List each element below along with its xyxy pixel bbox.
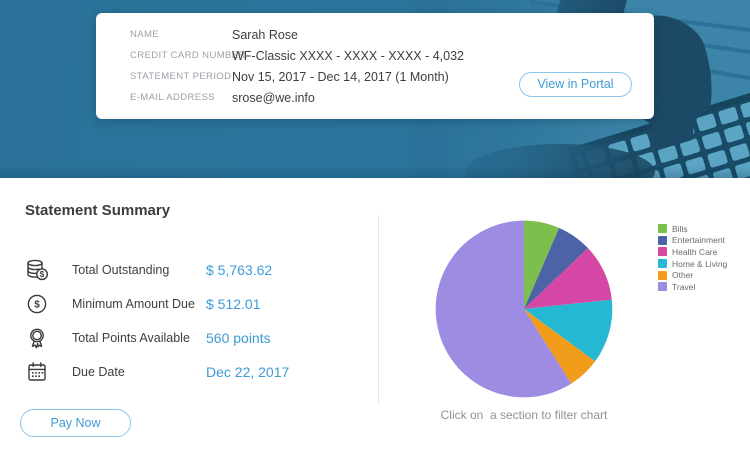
pie-slice-entertainment[interactable] xyxy=(524,227,589,309)
pay-now-button[interactable]: Pay Now xyxy=(20,409,131,437)
legend-item-travel[interactable]: Travel xyxy=(658,281,727,293)
legend-swatch xyxy=(658,270,667,280)
pie-chart[interactable] xyxy=(432,217,616,401)
legend-swatch xyxy=(658,247,667,257)
name-value: Sarah Rose xyxy=(232,27,299,42)
svg-text:$: $ xyxy=(40,270,45,279)
minimum-due-value: $ 512.01 xyxy=(206,296,261,312)
legend-label: Other xyxy=(672,270,694,281)
pie-slice-health-care[interactable] xyxy=(524,248,612,309)
statement-summary-section: Statement Summary $ Total Outstanding $ … xyxy=(0,178,378,463)
legend-swatch xyxy=(658,259,667,269)
points-available-row: Total Points Available 560 points xyxy=(0,321,378,355)
header-banner: NAME Sarah Rose CREDIT CARD NUMBER WF-Cl… xyxy=(0,0,750,178)
chart-hint-text: Click on a section to filter chart xyxy=(440,408,608,422)
card-number-value: WF-Classic XXXX - XXXX - XXXX - 4,032 xyxy=(232,48,465,63)
account-info-card: NAME Sarah Rose CREDIT CARD NUMBER WF-Cl… xyxy=(96,13,654,119)
legend-item-health-care[interactable]: Health Care xyxy=(658,246,727,258)
legend-swatch xyxy=(658,235,667,245)
medal-icon xyxy=(25,326,72,350)
legend-label: Home & Living xyxy=(672,258,728,269)
coins-icon: $ xyxy=(25,258,72,282)
statement-period-value: Nov 15, 2017 - Dec 14, 2017 (1 Month) xyxy=(232,69,449,84)
name-label: NAME xyxy=(130,29,160,40)
row-label: Total Outstanding xyxy=(72,263,170,277)
email-label: E-MAIL ADDRESS xyxy=(130,92,215,103)
legend-item-entertainment[interactable]: Entertainment xyxy=(658,235,727,247)
due-date-row: Due Date Dec 22, 2017 xyxy=(0,355,378,389)
summary-rows: $ Total Outstanding $ 5,763.62 $ Minimum… xyxy=(0,253,378,389)
row-label: Due Date xyxy=(72,365,125,379)
legend-label: Travel xyxy=(672,281,696,292)
row-label: Total Points Available xyxy=(72,331,190,345)
email-value: srose@we.info xyxy=(232,90,315,105)
legend-label: Health Care xyxy=(672,246,718,257)
pie-slice-bills[interactable] xyxy=(524,220,560,309)
card-number-label: CREDIT CARD NUMBER xyxy=(130,50,246,61)
pie-slice-home-living[interactable] xyxy=(524,299,613,362)
legend-swatch xyxy=(658,282,667,292)
statement-period-label: STATEMENT PERIOD xyxy=(130,71,232,82)
legend-swatch xyxy=(658,224,667,234)
view-in-portal-button[interactable]: View in Portal xyxy=(519,72,632,97)
total-outstanding-row: $ Total Outstanding $ 5,763.62 xyxy=(0,253,378,287)
pie-slice-travel[interactable] xyxy=(435,220,572,398)
total-outstanding-value: $ 5,763.62 xyxy=(206,262,273,278)
dollar-circle-icon: $ xyxy=(25,292,72,316)
points-available-value: 560 points xyxy=(206,330,271,346)
pie-slice-other[interactable] xyxy=(524,309,596,384)
legend-item-bills[interactable]: Bills xyxy=(658,223,727,235)
calendar-icon xyxy=(25,360,72,384)
account-fields: NAME Sarah Rose CREDIT CARD NUMBER WF-Cl… xyxy=(130,24,654,108)
legend-label: Entertainment xyxy=(672,235,725,246)
spend-chart-section: Bills Entertainment Health Care Home & L… xyxy=(378,178,750,463)
due-date-value: Dec 22, 2017 xyxy=(206,364,290,380)
chart-legend: Bills Entertainment Health Care Home & L… xyxy=(658,223,727,293)
legend-label: Bills xyxy=(672,223,688,234)
legend-item-other[interactable]: Other xyxy=(658,269,727,281)
legend-item-home-living[interactable]: Home & Living xyxy=(658,258,727,270)
section-title: Statement Summary xyxy=(25,202,171,219)
minimum-due-row: $ Minimum Amount Due $ 512.01 xyxy=(0,287,378,321)
svg-text:$: $ xyxy=(34,300,40,311)
row-label: Minimum Amount Due xyxy=(72,297,195,311)
